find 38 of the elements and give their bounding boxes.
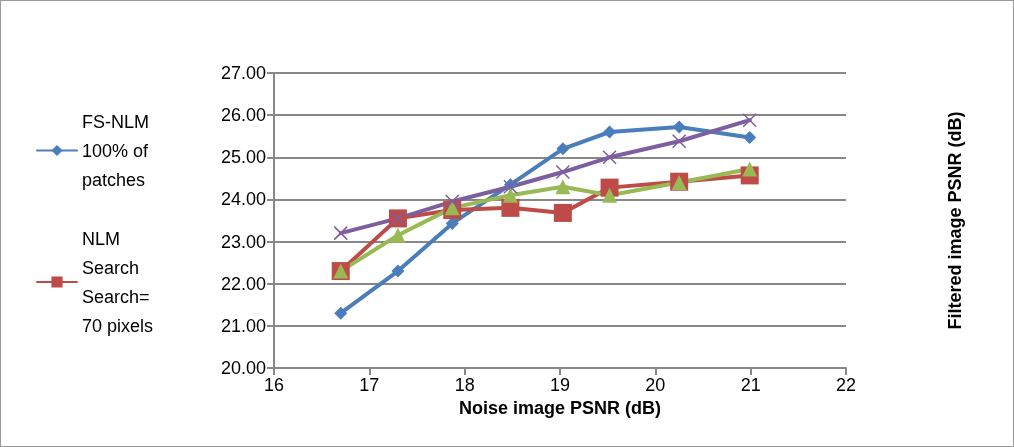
y-tick-label: 20.00 [220, 358, 266, 378]
legend-label: FS-NLM 100% of patches [82, 111, 154, 190]
x-axis-title: Noise image PSNR (dB) [458, 397, 662, 418]
x-tick-label: 21 [740, 375, 761, 395]
x-tick-label: 17 [359, 375, 380, 395]
y-tick-label: 27.00 [220, 63, 266, 83]
point [391, 264, 405, 278]
y-tick-label: 21.00 [220, 315, 266, 336]
point [502, 187, 518, 203]
point [672, 120, 686, 134]
point [603, 125, 617, 139]
point [671, 134, 687, 149]
point [742, 112, 757, 128]
point [390, 227, 406, 243]
point [743, 130, 757, 144]
point [602, 187, 618, 203]
point [445, 194, 460, 209]
legend-label: NLM Search Search= 70 pixels [82, 228, 155, 336]
x-tick-label: 16 [263, 375, 285, 395]
y-tick-label: 26.00 [220, 105, 266, 126]
y-tick-label: 25.00 [220, 147, 266, 168]
x-tick-label: 20 [645, 375, 666, 395]
y-tick-label: 22.00 [220, 273, 266, 294]
point [742, 161, 758, 177]
x-tick-label: 22 [835, 375, 857, 395]
x-tick-label: 19 [549, 375, 571, 395]
point [555, 164, 571, 180]
point [553, 203, 572, 222]
y-tick-label: 24.00 [220, 189, 266, 210]
point [445, 216, 459, 230]
x-tick-label: 18 [454, 375, 475, 395]
y-axis-title: Filtered image PSNR (dB) [945, 111, 965, 330]
point [602, 150, 617, 165]
point [556, 142, 570, 156]
point [334, 306, 348, 320]
point [333, 225, 348, 241]
y-tick-label: 23.00 [220, 231, 266, 252]
point [555, 179, 571, 195]
